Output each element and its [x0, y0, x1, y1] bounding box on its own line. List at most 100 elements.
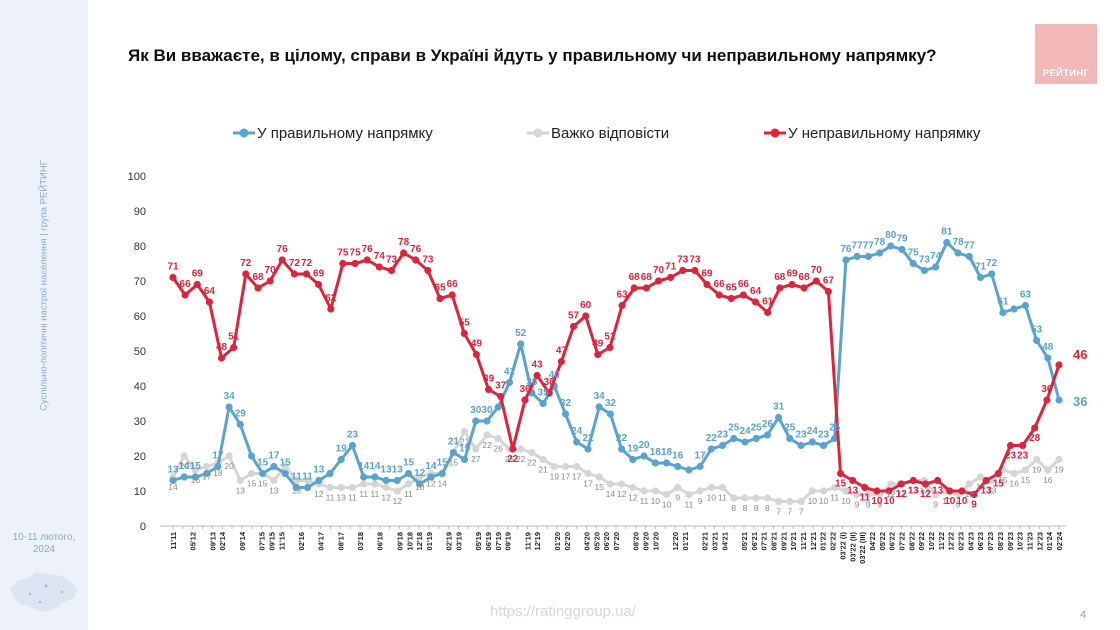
data-point-hard — [360, 480, 368, 488]
data-point-wrong — [569, 322, 578, 331]
data-point-right — [393, 476, 401, 485]
x-tick-label: 03'22 (III) — [858, 532, 867, 564]
data-point-wrong — [230, 343, 238, 352]
data-label-wrong: 68 — [252, 272, 264, 283]
data-label-wrong: 28 — [1029, 433, 1041, 444]
data-label-right: 25 — [728, 423, 740, 434]
data-point-wrong — [169, 273, 177, 282]
data-point-wrong — [412, 256, 420, 264]
data-point-right — [606, 410, 615, 418]
data-point-wrong — [205, 298, 213, 306]
data-point-right — [517, 340, 525, 348]
data-point-right — [618, 445, 626, 453]
data-point-wrong — [1019, 441, 1027, 450]
data-point-wrong — [861, 483, 869, 492]
data-label-right: 25 — [829, 423, 841, 434]
data-point-right — [191, 473, 199, 481]
footer-url-link[interactable]: https://ratinggroup.ua/ — [490, 603, 636, 620]
data-label-right: 17 — [212, 451, 224, 462]
data-label-right: 61 — [997, 297, 1009, 308]
data-point-hard — [191, 466, 199, 474]
data-point-right — [371, 473, 379, 481]
data-label-hard: 16 — [1043, 475, 1053, 485]
data-label-hard: 11 — [718, 493, 727, 503]
data-label-right: 23 — [347, 430, 359, 441]
data-point-hard — [730, 494, 738, 502]
data-point-wrong — [193, 280, 201, 289]
data-label-hard: 10 — [651, 496, 661, 506]
data-label-right: 14 — [358, 461, 370, 472]
data-label-right: 48 — [1042, 342, 1054, 353]
data-point-hard — [808, 487, 816, 495]
data-label-right: 24 — [739, 426, 751, 437]
data-label-hard: 17 — [583, 479, 593, 489]
data-label-wrong: 36 — [1041, 384, 1053, 395]
data-point-wrong — [715, 291, 723, 299]
data-label-hard: 21 — [538, 465, 548, 475]
data-label-hard: 15 — [594, 482, 604, 492]
x-tick-label: 11'11 — [169, 532, 178, 550]
data-point-wrong — [509, 445, 517, 453]
data-label-right: 23 — [717, 430, 729, 441]
data-label-right: 14 — [425, 461, 437, 472]
data-label-hard: 20 — [179, 461, 189, 471]
legend-marker-wrong — [770, 128, 780, 138]
data-point-right — [169, 476, 177, 485]
data-label-wrong: 57 — [568, 311, 580, 322]
x-tick-label: 05'19 — [474, 532, 483, 550]
data-point-wrong — [363, 256, 371, 264]
data-label-hard: 19 — [550, 472, 560, 482]
x-tick-label: 01'21 — [681, 532, 690, 550]
data-point-wrong — [424, 266, 432, 275]
data-label-wrong: 73 — [689, 255, 701, 266]
x-tick-label: 07'20 — [612, 532, 621, 550]
data-point-right — [932, 263, 940, 271]
data-label-wrong: 61 — [762, 297, 774, 308]
data-point-wrong — [606, 343, 614, 352]
data-point-wrong — [982, 476, 990, 485]
data-label-wrong: 13 — [847, 486, 859, 497]
data-label-right: 30 — [481, 405, 493, 416]
x-tick-label: 02'24 — [1055, 531, 1064, 550]
data-label-hard: 11 — [404, 489, 413, 499]
x-tick-label: 10'20 — [651, 532, 660, 550]
data-point-right — [573, 438, 581, 446]
data-label-right: 15 — [403, 458, 415, 469]
legend-label-right: У правильному напрямку — [257, 125, 433, 142]
data-label-hard: 12 — [381, 493, 391, 503]
survey-date: 10-11 лютого, 2024 — [12, 532, 76, 555]
data-point-wrong — [1043, 396, 1051, 404]
data-point-right — [561, 410, 570, 418]
data-point-right — [819, 441, 828, 450]
x-tick-label: 03'18 — [356, 532, 365, 550]
x-tick-label: 02'22 — [829, 532, 838, 550]
data-point-right — [629, 455, 637, 464]
data-point-right — [595, 403, 603, 411]
data-label-wrong: 66 — [714, 279, 726, 290]
data-label-right: 17 — [268, 451, 280, 462]
data-point-hard — [247, 469, 256, 478]
data-point-hard — [842, 487, 850, 495]
data-label-hard: 19 — [1032, 465, 1042, 475]
data-point-hard — [404, 480, 413, 488]
page-title: Як Ви вважаєте, в цілому, справи в Украї… — [128, 46, 937, 65]
data-point-wrong — [946, 487, 954, 495]
data-label-right: 26 — [762, 419, 774, 430]
data-label-hard: 12 — [628, 493, 638, 503]
data-label-right: 20 — [638, 440, 650, 451]
data-label-hard: 11 — [640, 496, 649, 506]
data-point-hard — [707, 483, 715, 492]
data-label-wrong: 68 — [629, 272, 641, 283]
data-point-wrong — [800, 284, 808, 292]
data-label-hard: 22 — [527, 458, 537, 468]
data-label-right: 22 — [582, 433, 594, 444]
data-label-hard: 22 — [516, 454, 526, 464]
data-label-wrong: 66 — [447, 279, 459, 290]
data-label-hard: 16 — [1009, 479, 1019, 489]
data-label-right: 32 — [605, 398, 617, 409]
data-point-right — [203, 469, 211, 478]
data-point-right — [348, 441, 356, 450]
data-point-wrong — [557, 357, 566, 366]
